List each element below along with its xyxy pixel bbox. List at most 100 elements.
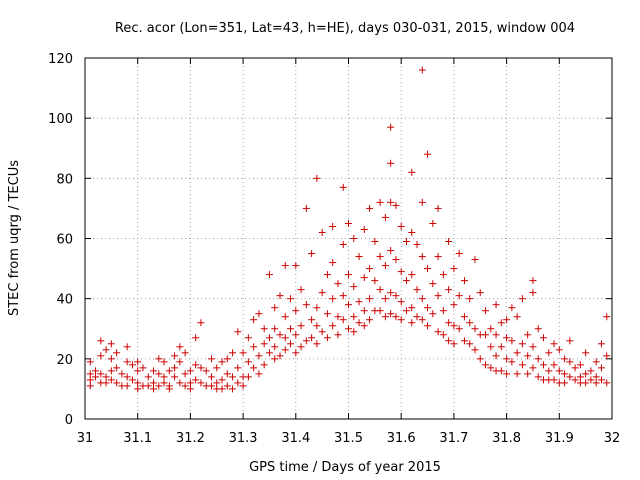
data-point [218,358,226,366]
data-point [439,331,447,339]
data-point [408,319,416,327]
data-point [445,286,453,294]
x-tick-label: 31.6 [387,431,416,446]
data-point [334,331,342,339]
data-point [360,307,368,315]
data-point [287,295,295,303]
data-point [576,361,584,369]
data-point [460,337,468,345]
data-point [102,373,110,381]
data-point [302,204,310,212]
data-point [229,385,237,393]
data-point [392,201,400,209]
data-point [592,358,600,366]
data-point [292,331,300,339]
data-point [518,340,526,348]
data-point [271,343,279,351]
x-tick-label: 31.9 [545,431,574,446]
data-point [134,367,142,375]
data-point [366,316,374,324]
data-point [402,238,410,246]
data-points [86,66,611,393]
data-point [513,370,521,378]
data-point [260,361,268,369]
data-point [597,340,605,348]
x-tick-label: 31.2 [176,431,205,446]
data-point [323,310,331,318]
data-point [381,262,389,270]
data-point [192,376,200,384]
data-point [476,289,484,297]
data-point [497,343,505,351]
data-point [207,373,215,381]
data-point [450,322,458,330]
data-point [482,331,490,339]
data-point [492,301,500,309]
x-tick-label: 32 [604,431,621,446]
data-point [334,280,342,288]
data-point [455,325,463,333]
data-point [561,370,569,378]
data-point [323,334,331,342]
data-point [445,238,453,246]
data-point [503,370,511,378]
data-point [387,198,395,206]
data-point [345,325,352,333]
data-point [197,379,205,387]
data-point [534,325,542,333]
data-point [265,349,273,357]
data-point [260,340,268,348]
data-point [371,277,379,285]
data-point [86,370,94,378]
y-axis-label: STEC from uqrg / TECUs [7,160,22,316]
data-point [150,367,158,375]
data-point [392,256,400,264]
data-point [86,382,94,390]
data-point [313,304,321,312]
data-point [397,298,405,306]
data-point [239,382,247,390]
data-point [302,337,310,345]
data-point [128,376,136,384]
data-point [555,346,563,354]
data-point [250,316,258,324]
data-point [466,340,474,348]
data-point [360,274,368,282]
data-point [545,349,553,357]
data-point [360,322,368,330]
data-point [503,355,511,363]
data-point [255,352,263,360]
data-point [118,370,126,378]
data-point [582,379,590,387]
data-point [429,310,437,318]
data-point [466,295,474,303]
data-point [439,271,447,279]
data-point [255,310,263,318]
data-point [497,367,505,375]
data-point [234,328,242,336]
data-point [592,373,600,381]
data-point [176,343,184,351]
data-point [134,358,142,366]
data-point [218,376,226,384]
data-point [360,225,368,233]
data-point [292,262,300,270]
data-point [508,337,516,345]
y-tick-label: 100 [48,112,73,127]
data-point [455,250,463,258]
data-point [434,204,442,212]
data-point [255,370,263,378]
data-point [313,322,321,330]
data-point [186,367,194,375]
data-point [513,313,521,321]
data-point [524,331,532,339]
data-point [408,228,416,236]
data-point [292,307,300,315]
data-point [418,66,426,74]
data-point [276,352,284,360]
data-point [587,367,595,375]
data-point [413,313,421,321]
data-point [160,358,168,366]
data-point [218,385,226,393]
data-point [160,379,168,387]
